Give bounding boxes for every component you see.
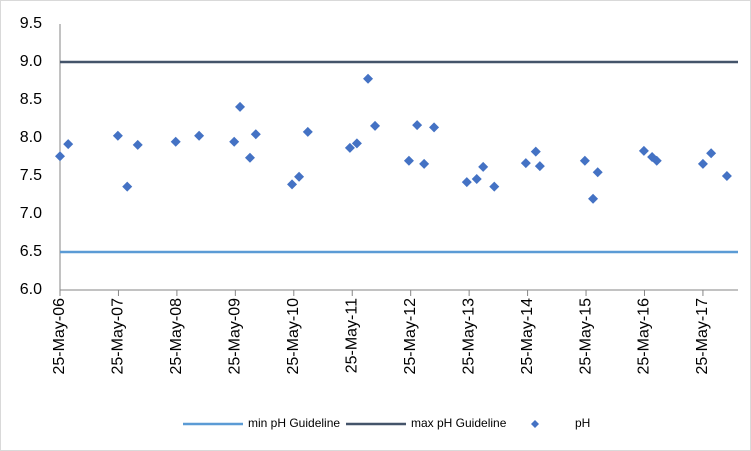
x-tick-label: 25-May-08 <box>168 298 185 375</box>
y-tick-label: 8.5 <box>20 91 42 108</box>
data-point <box>638 145 649 156</box>
x-tick-label: 25-May-12 <box>402 298 419 375</box>
x-tick-label: 25-May-11 <box>343 298 360 373</box>
y-tick-label: 7.0 <box>20 205 42 222</box>
data-point <box>579 155 590 166</box>
data-point <box>229 136 240 147</box>
data-point <box>351 138 362 149</box>
x-tick-label: 25-May-14 <box>519 298 536 375</box>
data-point <box>489 181 500 192</box>
data-point <box>170 136 181 147</box>
legend-swatch <box>531 420 539 428</box>
data-point <box>697 158 708 169</box>
x-tick-label: 25-May-09 <box>227 298 244 375</box>
data-point <box>534 161 545 172</box>
data-point <box>592 167 603 178</box>
data-point <box>250 129 261 140</box>
legend-label: min pH Guideline <box>248 416 340 430</box>
legend-label: max pH Guideline <box>411 416 507 430</box>
x-tick-label: 25-May-16 <box>636 298 653 375</box>
data-point <box>132 139 143 150</box>
data-point <box>478 161 489 172</box>
data-point <box>412 120 423 131</box>
data-point <box>520 158 531 169</box>
data-point <box>302 126 313 137</box>
data-point <box>235 101 246 112</box>
data-point <box>419 158 430 169</box>
data-point <box>471 174 482 185</box>
data-point <box>194 130 205 141</box>
x-tick-label: 25-May-10 <box>285 298 302 375</box>
data-point <box>588 193 599 204</box>
data-point <box>63 139 74 150</box>
data-point <box>287 179 298 190</box>
data-point <box>403 155 414 166</box>
data-point <box>122 181 133 192</box>
data-point <box>244 152 255 163</box>
data-point <box>721 171 732 181</box>
data-point <box>55 151 65 162</box>
data-point <box>370 120 381 131</box>
data-point <box>363 73 374 84</box>
data-point <box>344 142 355 153</box>
x-tick-label: 25-May-06 <box>51 298 68 375</box>
data-point <box>112 130 123 141</box>
y-tick-label: 9.5 <box>20 15 42 32</box>
y-tick-label: 6.0 <box>20 281 42 298</box>
legend-label: pH <box>575 416 590 430</box>
data-point <box>294 171 305 182</box>
data-point <box>651 155 662 166</box>
x-tick-label: 25-May-17 <box>694 298 711 375</box>
data-point <box>429 122 440 133</box>
y-tick-label: 7.5 <box>20 167 42 184</box>
data-point <box>530 146 541 157</box>
y-tick-label: 9.0 <box>20 53 42 70</box>
data-point <box>461 177 472 188</box>
y-tick-label: 8.0 <box>20 129 42 146</box>
y-tick-label: 6.5 <box>20 243 42 260</box>
x-tick-label: 25-May-13 <box>460 298 477 375</box>
data-point <box>706 148 717 159</box>
x-tick-label: 25-May-15 <box>577 298 594 375</box>
x-tick-label: 25-May-07 <box>110 298 127 375</box>
